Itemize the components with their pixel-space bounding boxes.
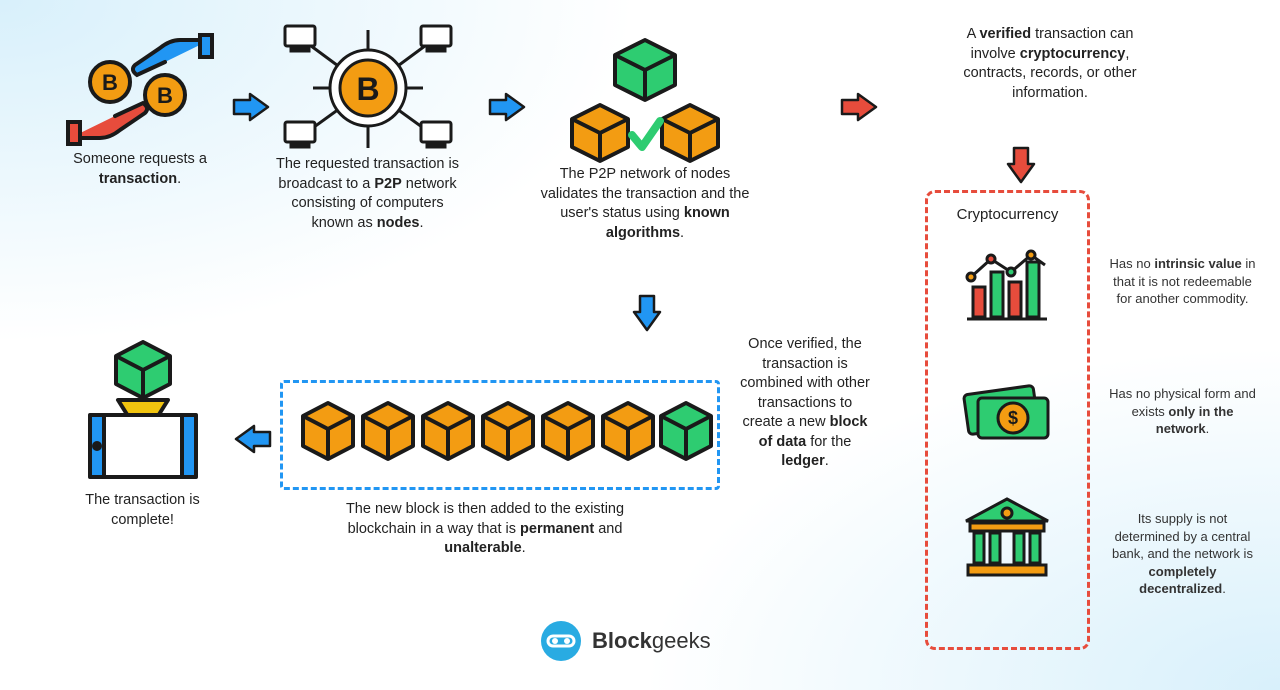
blockchain-box: [280, 380, 720, 490]
money-icon: $: [958, 372, 1058, 452]
flow-arrow-1: [232, 92, 270, 127]
svg-text:B: B: [356, 71, 379, 107]
svg-text:$: $: [1007, 408, 1017, 428]
crypto-note-3: Its supply is not determined by a centra…: [1105, 510, 1260, 598]
blockgeeks-logo-text: Blockgeeks: [592, 628, 711, 654]
transaction-request-icon: B B: [65, 30, 215, 150]
blockgeeks-logo: Blockgeeks: [540, 620, 711, 662]
flow-arrow-6: [234, 424, 272, 459]
step-3: The P2P network of nodes validates the t…: [540, 35, 750, 243]
blockchain-chain-icon: [283, 383, 717, 487]
step-7-caption: The transaction is complete!: [60, 491, 225, 530]
cryptocurrency-title: Cryptocurrency: [928, 205, 1087, 225]
step-1-caption: Someone requests a transaction.: [55, 150, 225, 189]
crypto-note-1: Has no intrinsic value in that it is not…: [1105, 255, 1260, 308]
blockgeeks-logo-icon: [540, 620, 582, 662]
bank-icon: [960, 495, 1055, 580]
cryptocurrency-box: Cryptocurrency $: [925, 190, 1090, 650]
step-2: B The requested transaction is broadcast…: [270, 20, 465, 233]
step-4: A verified transaction can involve crypt…: [945, 25, 1155, 103]
step-6-caption: The new block is then added to the exist…: [330, 500, 640, 559]
svg-text:B: B: [157, 83, 173, 108]
step-5-caption: Once verified, the transaction is combin…: [740, 335, 870, 472]
svg-text:B: B: [102, 70, 118, 95]
transaction-complete-icon: [78, 340, 208, 485]
flow-arrow-4: [1002, 150, 1040, 185]
step-5: Once verified, the transaction is combin…: [740, 335, 870, 472]
flow-arrow-2: [488, 92, 526, 127]
flow-arrow-3: [840, 92, 878, 127]
chart-icon: [963, 247, 1053, 327]
flow-arrow-5: [628, 298, 666, 333]
step-1: B B Someone requests a transaction.: [55, 30, 225, 189]
step-4-caption: A verified transaction can involve crypt…: [945, 25, 1155, 103]
p2p-network-icon: B: [273, 20, 463, 155]
step-6: The new block is then added to the exist…: [330, 500, 640, 559]
crypto-note-2: Has no physical form and exists only in …: [1105, 385, 1260, 438]
validation-icon: [550, 35, 740, 165]
step-3-caption: The P2P network of nodes validates the t…: [540, 165, 750, 243]
step-2-caption: The requested transaction is broadcast t…: [270, 155, 465, 233]
step-7: The transaction is complete!: [60, 340, 225, 530]
